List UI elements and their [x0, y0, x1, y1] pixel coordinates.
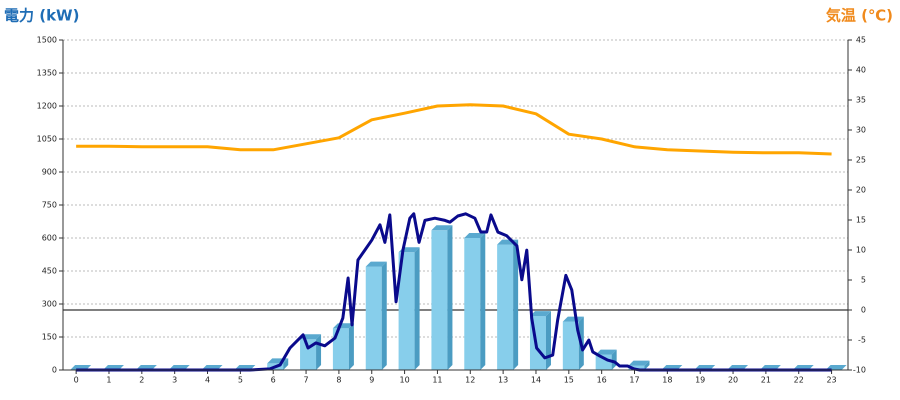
x-tick-label: 23: [826, 376, 836, 385]
y2-tick-label: 30: [856, 126, 866, 135]
bar-top: [365, 261, 387, 267]
bar-top: [562, 316, 584, 322]
x-tick-label: 1: [106, 376, 111, 385]
x-tick-label: 3: [172, 376, 177, 385]
y2-tick-label: 25: [856, 156, 866, 165]
bar-top: [628, 360, 650, 366]
x-tick-label: 12: [465, 376, 475, 385]
x-tick-label: 17: [629, 376, 639, 385]
x-tick-label: 10: [399, 376, 409, 385]
line: [76, 212, 832, 372]
y-tick-label: 450: [42, 267, 57, 276]
y2-tick-label: 40: [856, 66, 866, 75]
x-tick-label: 11: [432, 376, 442, 385]
left-axis-title: 電力 (kW): [4, 7, 79, 25]
bar: [628, 365, 645, 370]
y-tick-label: 1200: [37, 102, 57, 111]
bar-side: [480, 233, 486, 370]
bar-side: [545, 311, 551, 370]
y2-tick-label: 0: [861, 306, 866, 315]
x-tick-label: 7: [304, 376, 309, 385]
y-tick-label: 300: [42, 300, 57, 309]
bar-top: [595, 349, 617, 355]
x-tick-label: 20: [728, 376, 738, 385]
y2-tick-label: -5: [858, 336, 866, 345]
bar: [431, 230, 448, 370]
x-tick-label: 15: [564, 376, 574, 385]
bar-side: [381, 261, 387, 370]
bar: [332, 328, 349, 370]
line: [76, 103, 832, 156]
x-tick-label: 9: [369, 376, 374, 385]
y-tick-label: 1050: [37, 135, 57, 144]
y-tick-label: 1500: [37, 36, 57, 45]
bar: [464, 238, 481, 370]
bar-side: [513, 239, 519, 370]
bar-top: [529, 311, 551, 317]
x-tick-label: 22: [794, 376, 804, 385]
bar-side: [611, 349, 617, 370]
y2-tick-label: -10: [853, 366, 866, 375]
x-tick-label: 14: [531, 376, 541, 385]
bar-side: [414, 247, 420, 370]
x-tick-label: 4: [205, 376, 210, 385]
x-tick-label: 21: [761, 376, 771, 385]
x-tick-label: 16: [597, 376, 607, 385]
y-tick-label: 0: [52, 366, 57, 375]
bar-side: [348, 323, 354, 370]
x-tick-label: 8: [336, 376, 341, 385]
y2-tick-label: 35: [856, 96, 866, 105]
x-tick-label: 5: [238, 376, 243, 385]
y2-tick-label: 15: [856, 216, 866, 225]
bar-side: [316, 334, 322, 370]
y2-tick-label: 20: [856, 186, 866, 195]
y2-tick-label: 5: [861, 276, 866, 285]
bar: [497, 244, 514, 370]
bar: [562, 321, 579, 370]
x-tick-label: 6: [271, 376, 276, 385]
y-tick-label: 600: [42, 234, 57, 243]
y2-tick-label: 45: [856, 36, 866, 45]
y-tick-label: 150: [42, 333, 57, 342]
bar-top: [431, 225, 453, 231]
y-tick-label: 750: [42, 201, 57, 210]
bar-top: [464, 233, 486, 238]
y2-tick-label: 10: [856, 246, 866, 255]
bar: [365, 266, 382, 370]
bar-side: [644, 360, 650, 370]
x-tick-label: 0: [74, 376, 79, 385]
x-tick-label: 19: [695, 376, 705, 385]
x-tick-label: 13: [498, 376, 508, 385]
right-axis-title: 気温 (℃): [826, 7, 893, 25]
y-tick-label: 1350: [37, 69, 57, 78]
y-tick-label: 900: [42, 168, 57, 177]
bar-side: [447, 225, 453, 370]
x-tick-label: 18: [662, 376, 672, 385]
bar: [398, 252, 415, 370]
x-tick-label: 2: [139, 376, 144, 385]
bar-side: [283, 358, 289, 370]
